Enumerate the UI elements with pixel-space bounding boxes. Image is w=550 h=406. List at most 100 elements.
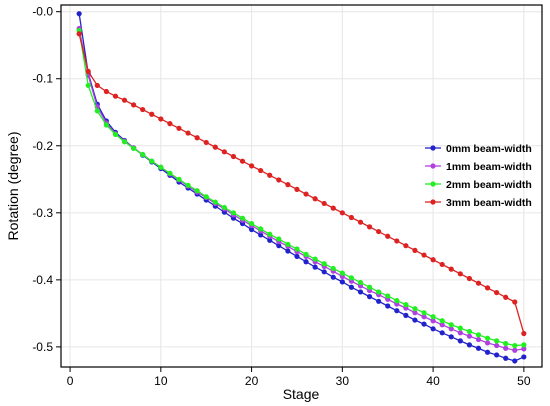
data-point — [512, 358, 518, 364]
data-point — [376, 298, 382, 304]
data-point — [76, 31, 82, 37]
data-point — [330, 274, 336, 280]
data-point — [167, 121, 173, 127]
series-2mm-beam-width — [76, 27, 527, 349]
data-point — [239, 215, 246, 221]
data-point — [294, 253, 300, 259]
y-tick-label: -0.5 — [32, 340, 53, 354]
data-point — [430, 318, 436, 324]
data-point — [221, 149, 227, 155]
data-point — [185, 182, 191, 188]
data-point — [448, 334, 454, 340]
data-point — [303, 259, 309, 265]
data-point — [385, 233, 391, 239]
data-point — [248, 220, 255, 227]
data-point — [385, 303, 391, 309]
data-point — [112, 131, 119, 137]
data-point — [439, 261, 445, 268]
data-point — [494, 338, 500, 344]
data-point — [276, 243, 282, 249]
data-point — [230, 210, 237, 216]
data-point — [466, 275, 472, 282]
data-point — [403, 243, 409, 249]
data-point — [285, 241, 291, 247]
data-point — [140, 106, 146, 113]
data-point — [330, 265, 336, 272]
data-point — [194, 135, 200, 141]
data-point — [366, 294, 373, 300]
data-point — [339, 279, 345, 285]
data-point — [176, 125, 182, 131]
data-point — [131, 145, 137, 152]
data-point — [140, 151, 146, 158]
data-point — [376, 289, 382, 295]
data-point — [285, 182, 291, 188]
data-point — [430, 314, 436, 320]
data-point — [221, 204, 227, 211]
data-point — [276, 236, 282, 242]
data-point — [239, 158, 246, 164]
data-point — [348, 214, 355, 221]
data-point — [94, 108, 100, 114]
data-point — [167, 170, 173, 176]
data-point — [185, 130, 191, 136]
data-point — [321, 261, 327, 267]
data-point — [494, 289, 500, 296]
data-point — [212, 144, 218, 150]
grid — [61, 5, 542, 367]
data-point — [366, 284, 373, 290]
data-point — [412, 310, 418, 316]
data-point — [457, 338, 463, 344]
data-point — [503, 345, 509, 351]
data-point — [421, 252, 427, 258]
data-point — [494, 342, 500, 349]
legend-label: 0mm beam-width — [446, 143, 532, 155]
data-point — [276, 177, 282, 183]
data-point — [503, 355, 509, 361]
data-point — [376, 228, 382, 235]
data-point — [158, 164, 164, 170]
y-axis-title: Rotation (degree) — [5, 132, 21, 241]
x-tick-label: 10 — [154, 374, 168, 388]
y-tick-label: -0.0 — [32, 5, 53, 19]
data-point — [448, 266, 454, 272]
series-layer — [76, 11, 527, 364]
x-tick-label: 40 — [426, 374, 440, 388]
x-tick-label: 20 — [245, 374, 259, 388]
data-point — [76, 11, 82, 17]
axis-ticks: 0 10 20 30 40 50 -0.5 -0.4 -0.3 -0.2 -0.1 -0.0 — [32, 5, 531, 388]
data-point — [149, 158, 155, 164]
legend-marker — [430, 145, 436, 151]
data-point — [131, 102, 137, 108]
data-point — [194, 188, 200, 194]
data-point — [521, 346, 527, 352]
data-point — [248, 163, 255, 169]
data-point — [312, 196, 318, 202]
data-point — [158, 116, 164, 122]
data-point — [421, 321, 427, 327]
legend-marker — [430, 163, 436, 169]
data-point — [348, 275, 355, 281]
data-point — [466, 342, 472, 348]
data-point — [176, 176, 182, 182]
legend-item: 2mm beam-width — [425, 179, 532, 191]
data-point — [503, 294, 509, 300]
data-point — [466, 333, 472, 339]
data-point — [330, 205, 336, 211]
data-point — [412, 247, 418, 253]
data-point — [258, 232, 264, 238]
data-point — [357, 219, 364, 225]
data-point — [457, 271, 463, 277]
data-point — [521, 330, 527, 337]
data-point — [321, 269, 327, 275]
data-point — [494, 352, 500, 358]
data-point — [403, 302, 409, 308]
legend-label: 1mm beam-width — [446, 161, 532, 173]
data-point — [339, 270, 345, 276]
data-point — [385, 293, 391, 299]
data-point — [512, 342, 518, 349]
data-point — [512, 347, 518, 353]
data-point — [484, 285, 491, 291]
